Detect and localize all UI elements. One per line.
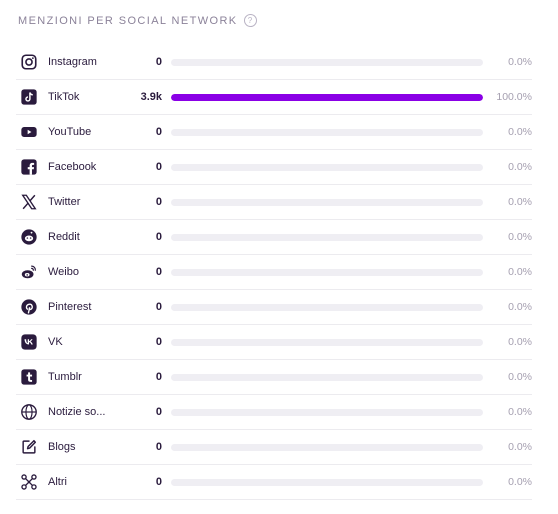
network-row-twitter[interactable]: Twitter 0 0.0% [16, 185, 532, 220]
mention-count: 0 [155, 126, 162, 138]
share-bar-track [171, 373, 483, 381]
share-bar-track [171, 58, 483, 66]
network-name: Weibo [48, 266, 79, 278]
network-icon [19, 472, 39, 492]
network-row-tumblr[interactable]: Tumblr 0 0.0% [16, 360, 532, 395]
share-percent: 0.0% [508, 301, 532, 313]
network-name: Tumblr [48, 371, 82, 383]
share-percent: 0.0% [508, 406, 532, 418]
share-bar-track [171, 198, 483, 206]
globe-icon [19, 402, 39, 422]
share-bar-track [171, 128, 483, 136]
share-bar-track [171, 268, 483, 276]
share-percent: 0.0% [508, 56, 532, 68]
mention-count: 0 [155, 476, 162, 488]
network-name: Notizie so... [48, 406, 106, 418]
network-row-blogs[interactable]: Blogs 0 0.0% [16, 430, 532, 465]
mention-count: 0 [155, 371, 162, 383]
network-name: YouTube [48, 126, 92, 138]
panel-title: MENZIONI PER SOCIAL NETWORK [18, 14, 238, 27]
panel-header: MENZIONI PER SOCIAL NETWORK ? [18, 14, 257, 27]
share-percent: 100.0% [496, 91, 532, 103]
facebook-icon [19, 157, 39, 177]
mention-count: 0 [155, 161, 162, 173]
network-name: Facebook [48, 161, 97, 173]
mention-count: 0 [155, 231, 162, 243]
network-row-facebook[interactable]: Facebook 0 0.0% [16, 150, 532, 185]
edit-icon [19, 437, 39, 457]
network-row-instagram[interactable]: Instagram 0 0.0% [16, 45, 532, 80]
share-bar-track [171, 478, 483, 486]
network-row-reddit[interactable]: Reddit 0 0.0% [16, 220, 532, 255]
share-percent: 0.0% [508, 231, 532, 243]
pinterest-icon [19, 297, 39, 317]
share-percent: 0.0% [508, 266, 532, 278]
share-percent: 0.0% [508, 371, 532, 383]
mention-count: 0 [155, 406, 162, 418]
network-name: Instagram [48, 56, 97, 68]
mention-count: 0 [155, 56, 162, 68]
weibo-icon [19, 262, 39, 282]
network-row-altri[interactable]: Altri 0 0.0% [16, 465, 532, 500]
tumblr-icon [19, 367, 39, 387]
network-name: Altri [48, 476, 67, 488]
mention-count: 0 [155, 336, 162, 348]
network-name: VK [48, 336, 63, 348]
mention-count: 0 [155, 441, 162, 453]
share-bar-track [171, 443, 483, 451]
x-twitter-icon [19, 192, 39, 212]
reddit-icon [19, 227, 39, 247]
network-row-vk[interactable]: VK 0 0.0% [16, 325, 532, 360]
network-row-youtube[interactable]: YouTube 0 0.0% [16, 115, 532, 150]
tiktok-icon [19, 87, 39, 107]
share-percent: 0.0% [508, 126, 532, 138]
network-row-weibo[interactable]: Weibo 0 0.0% [16, 255, 532, 290]
network-name: TikTok [48, 91, 80, 103]
help-icon[interactable]: ? [243, 14, 257, 27]
share-bar-track [171, 303, 483, 311]
share-percent: 0.0% [508, 441, 532, 453]
vk-icon [19, 332, 39, 352]
share-bar-track [171, 408, 483, 416]
share-bar-track [171, 233, 483, 241]
share-bar-track [171, 338, 483, 346]
network-row-tiktok[interactable]: TikTok 3.9k 100.0% [16, 80, 532, 115]
network-name: Twitter [48, 196, 81, 208]
share-bar-track [171, 163, 483, 171]
network-name: Reddit [48, 231, 80, 243]
network-row-pinterest[interactable]: Pinterest 0 0.0% [16, 290, 532, 325]
network-list: Instagram 0 0.0% TikTok 3.9k 100.0% YouTube 0 0.… [16, 45, 532, 500]
share-percent: 0.0% [508, 336, 532, 348]
mention-count: 3.9k [140, 91, 162, 103]
mention-count: 0 [155, 196, 162, 208]
instagram-icon [19, 52, 39, 72]
youtube-icon [19, 122, 39, 142]
share-percent: 0.0% [508, 196, 532, 208]
mention-count: 0 [155, 266, 162, 278]
network-name: Blogs [48, 441, 76, 453]
network-name: Pinterest [48, 301, 92, 313]
share-bar-track [171, 93, 483, 101]
share-percent: 0.0% [508, 161, 532, 173]
share-bar-fill [171, 93, 483, 101]
share-percent: 0.0% [508, 476, 532, 488]
network-row-notizie-so[interactable]: Notizie so... 0 0.0% [16, 395, 532, 430]
mention-count: 0 [155, 301, 162, 313]
